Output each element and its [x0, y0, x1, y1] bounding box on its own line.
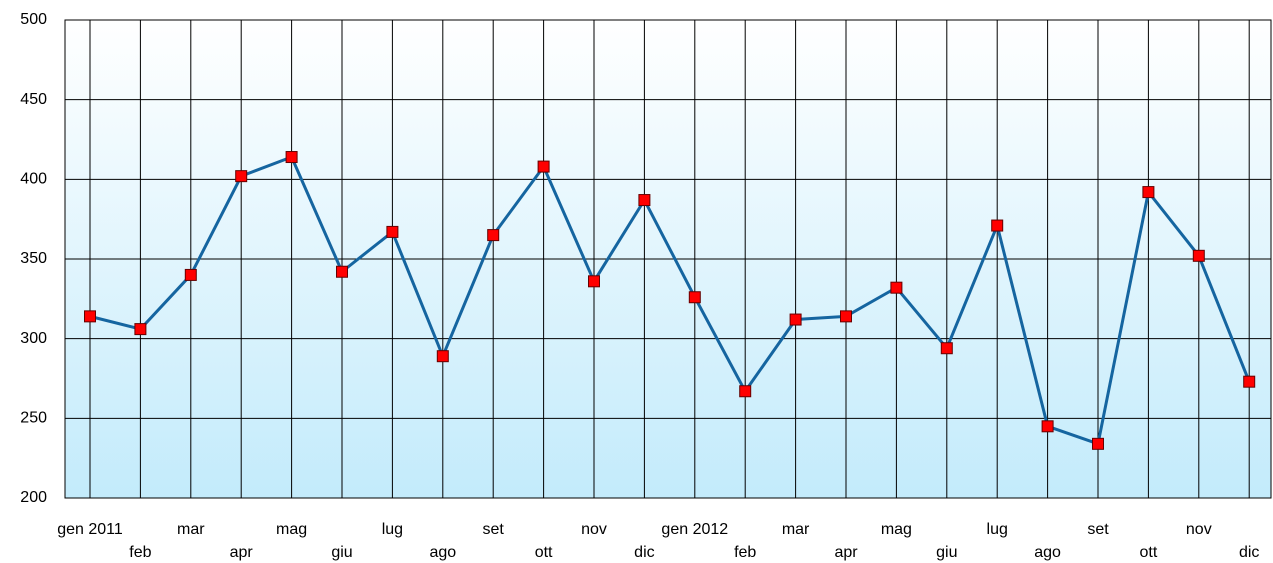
marker	[739, 385, 752, 398]
marker	[1142, 186, 1155, 199]
x-tick-label: ago	[429, 544, 456, 561]
marker	[638, 194, 651, 207]
x-tick-label: ago	[1034, 544, 1061, 561]
y-tick-label: 500	[20, 11, 47, 28]
marker	[789, 313, 802, 326]
x-tick-label: apr	[834, 544, 858, 561]
x-tick-label: dic	[634, 544, 654, 561]
y-tick-label: 300	[20, 330, 47, 347]
x-tick-label: apr	[230, 544, 254, 561]
marker	[1092, 437, 1104, 450]
marker	[940, 342, 953, 355]
marker	[235, 170, 248, 183]
x-tick-label: set	[1087, 521, 1109, 538]
y-tick-label: 200	[20, 489, 47, 506]
marker	[285, 151, 298, 164]
x-tick-label: giu	[936, 544, 957, 561]
marker	[487, 229, 500, 242]
marker	[1192, 249, 1205, 262]
x-tick-label: gen 2012	[661, 521, 728, 538]
x-tick-label: lug	[987, 521, 1008, 538]
marker	[184, 268, 197, 281]
x-tick-label: mag	[276, 521, 307, 538]
x-tick-label: mar	[177, 521, 205, 538]
marker	[336, 265, 348, 278]
line	[89, 155, 1251, 446]
marker	[84, 310, 96, 323]
marker	[386, 225, 399, 238]
x-tick-label: feb	[734, 544, 756, 561]
x-tick-label: nov	[1186, 521, 1212, 538]
marker	[436, 350, 449, 363]
x-tick-label: feb	[129, 544, 151, 561]
x-tick-label: set	[483, 521, 505, 538]
x-tick-label: giu	[331, 544, 352, 561]
y-tick-label: 450	[20, 91, 47, 108]
marker	[688, 291, 701, 304]
x-tick-label: nov	[581, 521, 607, 538]
x-tick-label: dic	[1239, 544, 1259, 561]
x-tick-label: gen 2011	[57, 521, 123, 538]
marker	[1041, 420, 1054, 433]
x-tick-label: ott	[1140, 544, 1158, 561]
y-tick-label: 400	[20, 171, 47, 188]
y-tick-label: 350	[20, 250, 47, 267]
marker	[890, 281, 903, 294]
y-tick-label: 250	[20, 410, 47, 427]
marker	[991, 219, 1004, 232]
marker	[134, 323, 147, 336]
x-tick-label: lug	[382, 521, 403, 538]
marker	[840, 310, 852, 323]
x-tick-label: mag	[881, 521, 912, 538]
marker	[537, 160, 550, 173]
marker	[588, 275, 600, 288]
x-tick-label: mar	[782, 521, 810, 538]
x-tick-label: ott	[535, 544, 553, 561]
marker	[1243, 375, 1256, 388]
